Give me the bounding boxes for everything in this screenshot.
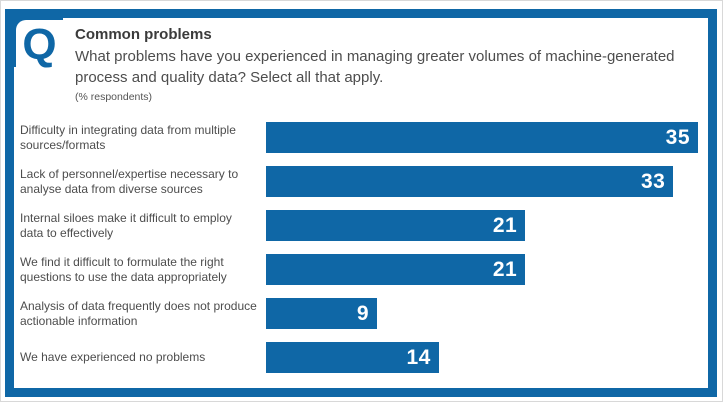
unit-note: (% respondents) bbox=[75, 91, 153, 103]
bar-row: We find it difficult to formulate the ri… bbox=[14, 254, 708, 285]
q-letter-icon: Q bbox=[22, 19, 57, 69]
bar-chart: Difficulty in integrating data from mult… bbox=[14, 122, 708, 373]
bar-track: 21 bbox=[266, 254, 698, 285]
category-label: Difficulty in integrating data from mult… bbox=[20, 122, 236, 152]
bar-value-label: 9 bbox=[356, 301, 370, 325]
bar-track: 21 bbox=[266, 210, 698, 241]
panel-content: Common problems What problems have you e… bbox=[14, 18, 708, 388]
bar-row: Difficulty in integrating data from mult… bbox=[14, 122, 708, 153]
question-icon-inner: Q bbox=[16, 20, 63, 67]
bar-value-label: 21 bbox=[492, 213, 518, 237]
bar-row: Lack of personnel/expertise necessary to… bbox=[14, 166, 708, 197]
category-label: Lack of personnel/expertise necessary to… bbox=[20, 166, 239, 196]
bar-value-label: 33 bbox=[640, 169, 666, 193]
question-icon: Q bbox=[5, 9, 63, 67]
category-label: We have experienced no problems bbox=[20, 350, 206, 364]
category-label: Analysis of data frequently does not pro… bbox=[20, 298, 257, 328]
bar: 9 bbox=[266, 298, 378, 329]
bar-row: Analysis of data frequently does not pro… bbox=[14, 298, 708, 329]
bar: 35 bbox=[266, 122, 698, 153]
bar-track: 33 bbox=[266, 166, 698, 197]
bar: 21 bbox=[266, 210, 526, 241]
bar: 33 bbox=[266, 166, 674, 197]
chart-title: Common problems bbox=[75, 26, 212, 43]
category-label: Internal siloes make it difficult to emp… bbox=[20, 210, 232, 240]
bar-value-label: 14 bbox=[406, 345, 431, 369]
chart-question: What problems have you experienced in ma… bbox=[75, 48, 675, 86]
bar: 21 bbox=[266, 254, 526, 285]
bar-value-label: 21 bbox=[492, 257, 518, 281]
bar-row: We have experienced no problems 14 bbox=[14, 342, 708, 373]
category-label: We find it difficult to formulate the ri… bbox=[20, 254, 227, 284]
bar-track: 35 bbox=[266, 122, 698, 153]
bar-row: Internal siloes make it difficult to emp… bbox=[14, 210, 708, 241]
bar: 14 bbox=[266, 342, 439, 373]
bar-track: 14 bbox=[266, 342, 698, 373]
bar-track: 9 bbox=[266, 298, 698, 329]
chart-header: Common problems What problems have you e… bbox=[14, 18, 708, 103]
bar-value-label: 35 bbox=[665, 125, 690, 149]
